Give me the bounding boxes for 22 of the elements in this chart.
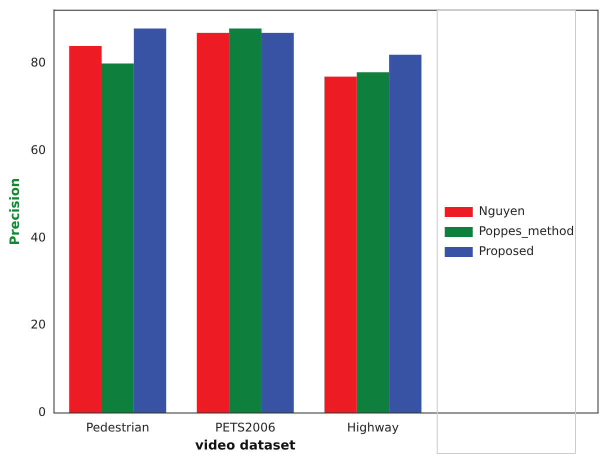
y-tick-label: 80 (30, 56, 46, 70)
x-tick-label: Highway (347, 420, 399, 434)
y-tick-label: 20 (30, 318, 46, 332)
bar (356, 72, 390, 413)
y-axis-title: Precision (8, 178, 24, 246)
legend-label: Nguyen (478, 204, 526, 218)
legend-label: Proposed (478, 244, 534, 258)
bar (389, 54, 422, 413)
legend-label: Poppes_method (478, 224, 574, 238)
bar (102, 64, 134, 413)
bar (134, 28, 166, 413)
y-tick-label: 0 (38, 405, 46, 420)
bar (324, 76, 357, 413)
bar (229, 28, 262, 413)
y-tick-label: 60 (30, 143, 46, 157)
x-axis-title: video dataset (195, 438, 296, 454)
bar (196, 32, 230, 413)
bar (261, 32, 294, 413)
bar (69, 46, 102, 413)
x-tick-label: PETS2006 (215, 420, 276, 434)
x-tick-label: Pedestrian (86, 420, 150, 434)
y-tick-label: 40 (30, 230, 46, 244)
